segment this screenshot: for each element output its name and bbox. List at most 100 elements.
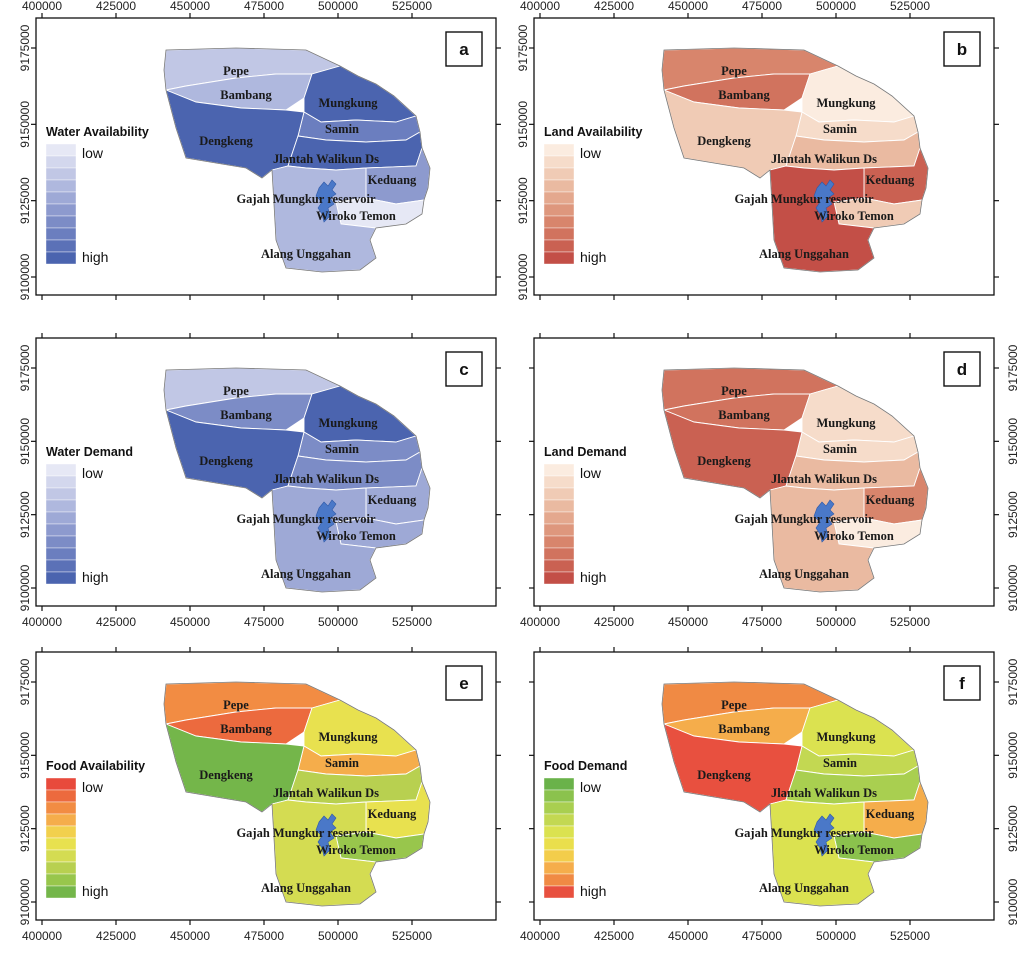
legend-low: low xyxy=(580,145,602,161)
legend-swatch xyxy=(544,802,574,814)
region-label-dengkeng: Dengkeng xyxy=(697,134,751,148)
y-tick-label: 9150000 xyxy=(18,101,32,148)
legend-swatch xyxy=(544,524,574,536)
region-label-keduang: Keduang xyxy=(368,173,417,187)
region-label-mungkung: Mungkung xyxy=(816,730,876,744)
legend-swatch xyxy=(46,548,76,560)
x-tick-label: 500000 xyxy=(816,615,856,629)
y-tick-label: 9100000 xyxy=(18,878,32,925)
legend-swatch xyxy=(46,802,76,814)
y-tick-label: 9100000 xyxy=(1006,878,1020,925)
region-label-wiroko: Wiroko Temon xyxy=(814,529,894,543)
y-tick-label: 9175000 xyxy=(18,344,32,391)
legend-swatch xyxy=(544,536,574,548)
legend-swatch xyxy=(544,862,574,874)
map-panel-f: 400000 425000 450000 475000 500000 525000 9175… xyxy=(520,647,1020,943)
legend-swatch xyxy=(46,156,76,168)
region-label-samin: Samin xyxy=(325,442,359,456)
region-label-pepe: Pepe xyxy=(223,384,249,398)
legend-title: Water Availability xyxy=(46,125,149,139)
panel-letter: c xyxy=(459,360,468,379)
map-panel-d: 400000 425000 450000 475000 500000 5250009175… xyxy=(520,333,1020,629)
region-label-keduang: Keduang xyxy=(368,807,417,821)
x-tick-label: 450000 xyxy=(668,615,708,629)
region-label-wiroko: Wiroko Temon xyxy=(316,529,396,543)
y-tick-label: 9125000 xyxy=(1006,491,1020,538)
legend-high: high xyxy=(82,569,108,585)
x-tick-label: 400000 xyxy=(22,615,62,629)
x-tick-label: 425000 xyxy=(96,615,136,629)
legend-swatch xyxy=(544,572,574,584)
legend-low: low xyxy=(580,779,602,795)
x-tick-label: 450000 xyxy=(668,0,708,13)
region-label-mungkung: Mungkung xyxy=(318,416,378,430)
region-label-pepe: Pepe xyxy=(721,698,747,712)
legend-swatch xyxy=(544,548,574,560)
region-label-bambang: Bambang xyxy=(220,408,272,422)
region-label-keduang: Keduang xyxy=(866,807,915,821)
legend-swatch xyxy=(46,778,76,790)
region-label-keduang: Keduang xyxy=(368,493,417,507)
y-tick-label: 9125000 xyxy=(18,805,32,852)
legend-swatch xyxy=(46,862,76,874)
region-label-samin: Samin xyxy=(325,756,359,770)
legend-swatch xyxy=(46,168,76,180)
map-panels: 400000 425000 450000 475000 500000 525000 9175… xyxy=(18,0,1020,943)
legend-swatch xyxy=(46,790,76,802)
legend-swatch xyxy=(544,204,574,216)
y-tick-label: 9100000 xyxy=(18,564,32,611)
legend-low: low xyxy=(82,465,104,481)
region-label-dengkeng: Dengkeng xyxy=(199,454,253,468)
x-tick-label: 425000 xyxy=(594,0,634,13)
legend-title: Land Demand xyxy=(544,445,627,459)
legend-swatch xyxy=(544,180,574,192)
map-panel-a: 400000 425000 450000 475000 500000 525000 9175… xyxy=(18,0,501,300)
x-tick-label: 500000 xyxy=(816,929,856,943)
x-tick-label: 525000 xyxy=(890,0,930,13)
region-label-mungkung: Mungkung xyxy=(318,730,378,744)
legend-swatch xyxy=(46,560,76,572)
region-label-alang: Alang Unggahan xyxy=(261,881,351,895)
region-label-wiroko: Wiroko Temon xyxy=(316,209,396,223)
x-tick-label: 425000 xyxy=(594,929,634,943)
region-label-reservoir: Gajah Mungkur reservoir xyxy=(734,826,874,840)
region-label-reservoir: Gajah Mungkur reservoir xyxy=(236,826,376,840)
x-tick-label: 425000 xyxy=(96,0,136,13)
legend-swatch xyxy=(46,252,76,264)
panel-letter: f xyxy=(959,674,965,693)
region-label-alang: Alang Unggahan xyxy=(261,247,351,261)
legend-swatch xyxy=(544,500,574,512)
region-label-jlantah: Jlantah Walikun Ds xyxy=(771,152,877,166)
y-tick-label: 9150000 xyxy=(18,732,32,779)
legend-swatch xyxy=(544,464,574,476)
legend-swatch xyxy=(544,512,574,524)
x-tick-label: 425000 xyxy=(594,615,634,629)
x-tick-label: 400000 xyxy=(22,0,62,13)
legend-swatch xyxy=(544,886,574,898)
legend-swatch xyxy=(544,252,574,264)
legend-swatch xyxy=(46,886,76,898)
region-label-reservoir: Gajah Mungkur reservoir xyxy=(734,192,874,206)
region-label-alang: Alang Unggahan xyxy=(759,881,849,895)
map-panel-e: 400000 425000 450000 475000 500000 525000 9175… xyxy=(18,647,501,943)
legend-swatch xyxy=(544,838,574,850)
legend-swatch xyxy=(544,790,574,802)
legend-swatch xyxy=(544,192,574,204)
region-label-bambang: Bambang xyxy=(220,722,272,736)
region-label-wiroko: Wiroko Temon xyxy=(814,209,894,223)
y-tick-label: 9125000 xyxy=(18,491,32,538)
region-label-alang: Alang Unggahan xyxy=(759,567,849,581)
legend-swatch xyxy=(544,560,574,572)
legend-title: Food Demand xyxy=(544,759,627,773)
legend-swatch xyxy=(544,156,574,168)
region-label-mungkung: Mungkung xyxy=(318,96,378,110)
legend-swatch xyxy=(544,778,574,790)
legend-swatch xyxy=(46,180,76,192)
x-tick-label: 450000 xyxy=(668,929,708,943)
x-tick-label: 475000 xyxy=(742,615,782,629)
legend-swatch xyxy=(46,500,76,512)
legend-high: high xyxy=(82,249,108,265)
x-tick-label: 475000 xyxy=(244,615,284,629)
x-tick-label: 400000 xyxy=(22,929,62,943)
